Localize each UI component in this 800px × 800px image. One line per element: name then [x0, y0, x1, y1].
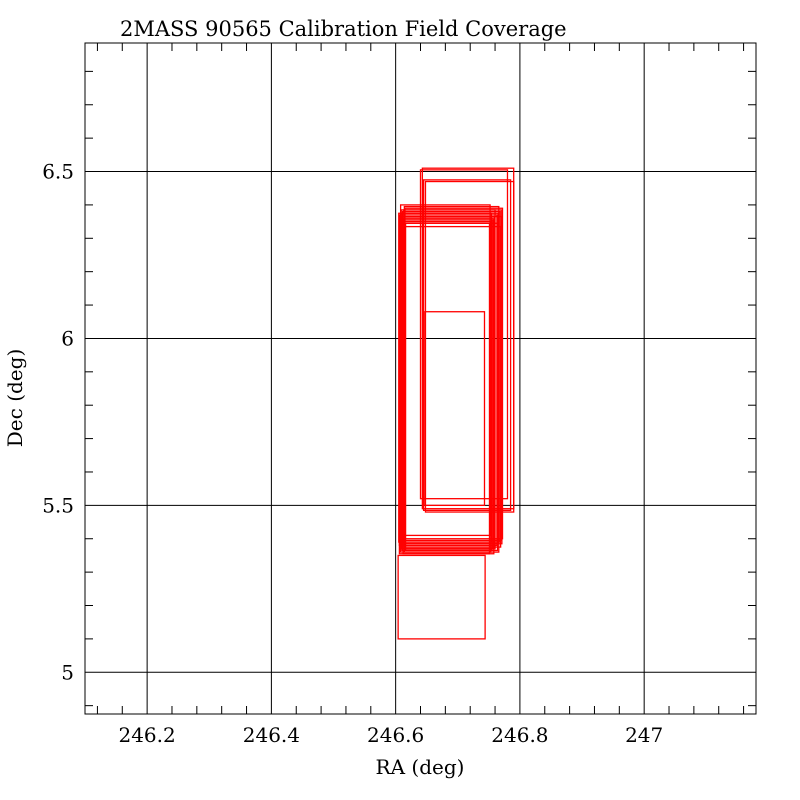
x-tick-label: 246.4 [243, 723, 300, 747]
coverage-rectangle [402, 219, 495, 555]
grid-lines [85, 43, 756, 714]
coverage-rectangle [397, 554, 486, 640]
y-tick-labels: 5 5.5 6 6.5 [42, 160, 74, 685]
y-tick-label: 6.5 [42, 160, 74, 184]
coverage-footprints [397, 167, 515, 640]
coverage-rectangle [404, 222, 499, 552]
coverage-rectangle [422, 179, 512, 512]
coverage-rectangle [400, 209, 496, 550]
coverage-rectangle [398, 212, 492, 543]
coverage-rectangle [403, 205, 500, 553]
y-tick-label: 5.5 [42, 493, 74, 517]
y-tick-label: 6 [61, 326, 74, 350]
minor-ticks [85, 43, 756, 714]
coverage-rectangle [399, 225, 502, 548]
x-tick-label: 246.2 [118, 723, 175, 747]
plot-frame [84, 42, 757, 715]
y-axis-label: Dec (deg) [3, 349, 27, 447]
x-tick-label: 247 [625, 723, 663, 747]
coverage-rectangle [419, 169, 509, 500]
coverage-rectangle [424, 311, 486, 507]
chart-title: 2MASS 90565 Calibration Field Coverage [120, 17, 567, 41]
y-tick-label: 5 [61, 660, 74, 684]
x-axis-label: RA (deg) [376, 755, 465, 779]
x-tick-label: 246.6 [367, 723, 424, 747]
x-tick-label: 246.8 [491, 723, 548, 747]
x-tick-labels: 246.2 246.4 246.6 246.8 247 [118, 723, 663, 747]
